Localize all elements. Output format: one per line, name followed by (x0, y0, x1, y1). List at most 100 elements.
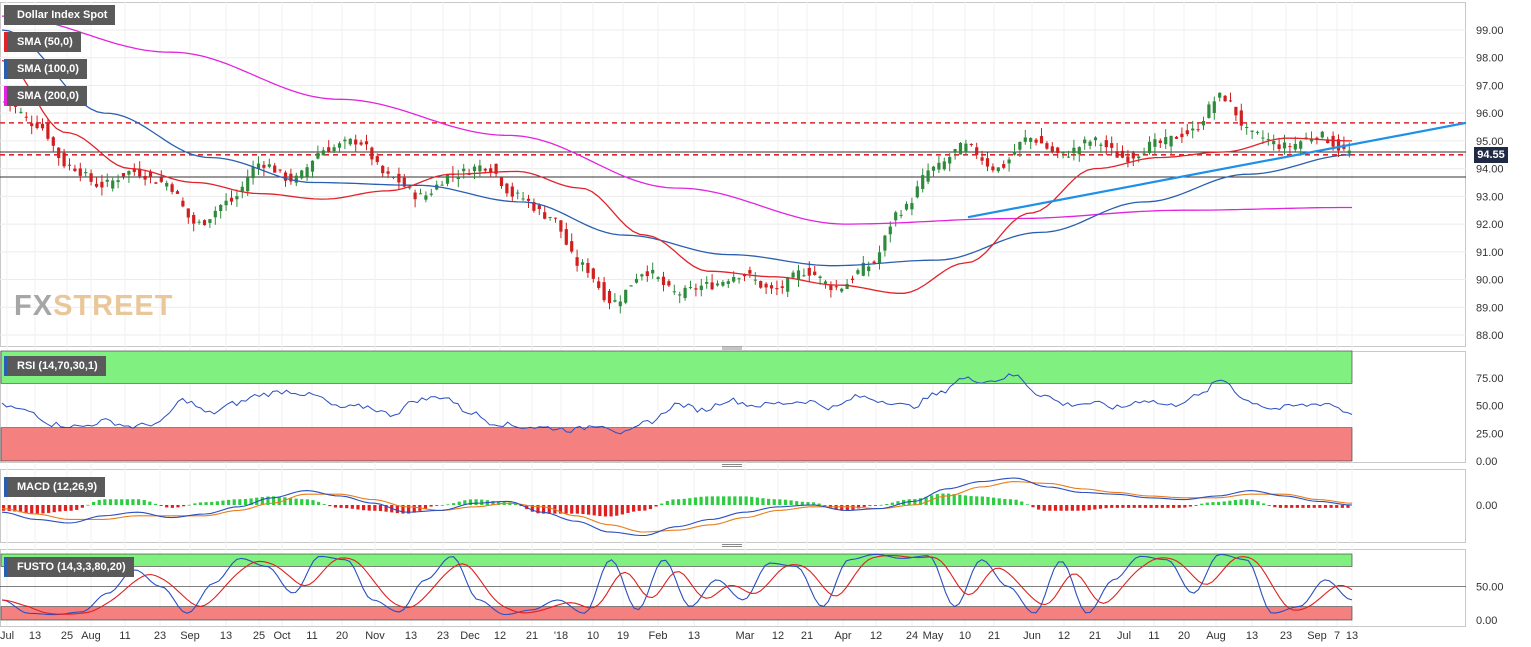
macd-line (1, 477, 1353, 537)
candle-down (40, 123, 45, 129)
candle-down (381, 165, 385, 174)
fxstreet-logo: FXSTREET (14, 290, 173, 323)
macd-hist-up (474, 499, 478, 505)
candle-up (408, 187, 412, 189)
x-tick-label: 10 (959, 630, 971, 642)
candle-up (915, 186, 919, 198)
macd-hist-up (294, 498, 298, 505)
candle-up (267, 164, 271, 167)
macd-hist-down (1104, 505, 1108, 509)
macd-hist-up (913, 499, 917, 505)
candle-down (607, 290, 612, 304)
candle-down (570, 241, 574, 252)
macd-hist-up (1014, 499, 1018, 505)
x-tick-label: 24 (906, 630, 918, 642)
candle-up (321, 150, 325, 156)
x-tick-label: Aug (1206, 630, 1226, 642)
last-price-tag: 94.55 (1474, 147, 1508, 163)
macd-hist-down (615, 505, 619, 516)
candle-down (553, 217, 558, 219)
candle-down (667, 281, 671, 286)
macd-hist-up (193, 503, 197, 505)
sma100-line (1, 29, 1353, 267)
macd-hist-down (429, 505, 433, 507)
macd-hist-up (935, 494, 939, 505)
macd-hist-up (249, 498, 253, 505)
candle-down (402, 177, 406, 187)
macd-hist-down (1138, 505, 1142, 508)
macd-hist-down (63, 505, 68, 511)
macd-hist-up (114, 499, 118, 505)
macd-hist-up (750, 496, 754, 505)
candle-down (975, 147, 979, 155)
candle-down (35, 123, 39, 128)
candle-up (705, 281, 709, 284)
candle-up (1207, 104, 1211, 118)
sma50-label[interactable]: SMA (50,0) (4, 32, 81, 52)
sma200-label[interactable]: SMA (200,0) (4, 86, 87, 106)
macd-hist-up (722, 496, 726, 505)
candle-up (337, 143, 342, 148)
macd-hist-up (227, 499, 231, 505)
macd-hist-up (131, 499, 135, 505)
macd-hist-down (1301, 505, 1305, 508)
main-series-label[interactable]: Dollar Index Spot (4, 5, 116, 25)
candle-up (1061, 151, 1065, 154)
candle-up (197, 221, 201, 223)
candle-up (1299, 141, 1303, 149)
candle-up (105, 179, 109, 182)
candle-down (186, 208, 190, 218)
candle-up (883, 235, 887, 251)
macd-hist-up (812, 502, 816, 505)
x-tick-label: 20 (1178, 630, 1190, 642)
x-tick-label: Jul (1117, 630, 1131, 642)
main-y-tick-label: 95.00 (1476, 136, 1504, 148)
macd-hist-down (1115, 505, 1119, 508)
candle-up (715, 283, 720, 286)
candle-up (926, 170, 930, 182)
macd-hist-down (41, 505, 45, 514)
fusto-label[interactable]: FUSTO (14,3,3,80,20) (4, 557, 134, 577)
candle-up (310, 160, 315, 172)
x-tick-label: Oct (273, 630, 290, 642)
macd-hist-up (795, 501, 799, 505)
macd-hist-up (1222, 501, 1226, 505)
candle-up (580, 262, 585, 265)
candle-down (51, 137, 55, 146)
candle-down (494, 163, 498, 174)
macd-hist-down (1172, 505, 1176, 508)
main-y-tick-label: 90.00 (1476, 275, 1504, 287)
macd-hist-down (1295, 505, 1299, 508)
rsi-label[interactable]: RSI (14,70,30,1) (4, 356, 106, 376)
macd-hist-up (468, 499, 473, 505)
candle-down (1120, 150, 1125, 158)
candle-up (548, 216, 552, 218)
candle-up (1164, 137, 1168, 145)
x-tick-label: 13 (29, 630, 41, 642)
candle-up (1309, 138, 1314, 142)
rsi-y-tick-label: 0.00 (1476, 456, 1497, 468)
macd-hist-down (1340, 505, 1344, 508)
candle-up (964, 143, 968, 153)
x-tick-label: May (923, 630, 944, 642)
candle-up (937, 162, 941, 170)
candle-up (300, 170, 304, 179)
macd-hist-up (1008, 499, 1013, 505)
logo-street: STREET (53, 290, 174, 322)
candle-up (818, 276, 822, 278)
sma100-label[interactable]: SMA (100,0) (4, 59, 87, 79)
x-tick-label: 12 (772, 630, 784, 642)
macd-hist-up (1250, 499, 1254, 505)
macd-hist-down (519, 505, 523, 507)
macd-label[interactable]: MACD (12,26,9) (4, 477, 106, 497)
macd-hist-up (778, 499, 782, 505)
candle-up (624, 289, 628, 303)
x-tick-label: Dec (460, 630, 480, 642)
rsi-overbought-zone (0, 350, 1353, 384)
macd-hist-up (699, 496, 703, 505)
macd-hist-down (401, 505, 405, 514)
macd-hist-down (598, 505, 602, 517)
macd-hist-up (125, 499, 129, 505)
candle-down (1234, 106, 1238, 116)
candle-down (591, 268, 595, 279)
